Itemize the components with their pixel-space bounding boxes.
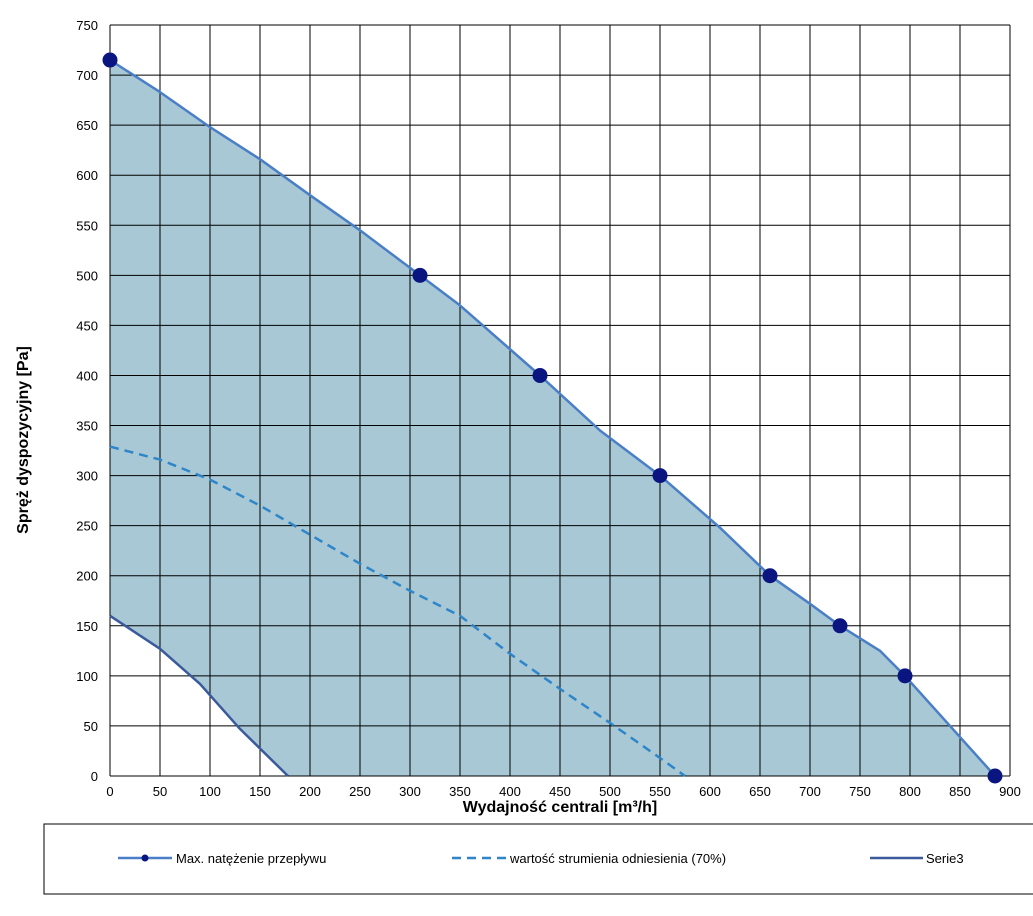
grid xyxy=(109,24,1011,777)
data-point-max-4 xyxy=(762,568,778,584)
y-tick-label-250: 250 xyxy=(76,519,98,534)
legend-label-serie3: Serie3 xyxy=(926,851,964,866)
legend-label-max: Max. natężenie przepływu xyxy=(176,851,326,866)
x-tick-label-500: 500 xyxy=(599,784,621,799)
y-tick-label-150: 150 xyxy=(76,619,98,634)
series-line-serie3 xyxy=(109,614,289,777)
series-layer xyxy=(109,58,996,778)
y-tick-label-400: 400 xyxy=(76,368,98,383)
envelope-area-layer xyxy=(110,60,995,776)
x-tick-label-900: 900 xyxy=(999,784,1021,799)
y-tick-label-350: 350 xyxy=(76,419,98,434)
y-tick-label-200: 200 xyxy=(76,569,98,584)
x-tick-label-400: 400 xyxy=(499,784,521,799)
marker-layer xyxy=(102,52,1003,784)
data-point-max-1 xyxy=(412,267,428,283)
envelope-area xyxy=(110,60,995,776)
x-tick-label-650: 650 xyxy=(749,784,771,799)
y-tick-label-750: 750 xyxy=(76,18,98,33)
x-tick-label-200: 200 xyxy=(299,784,321,799)
x-tick-label-450: 450 xyxy=(549,784,571,799)
data-point-max-7 xyxy=(987,768,1003,784)
x-tick-label-50: 50 xyxy=(153,784,167,799)
x-tick-label-750: 750 xyxy=(849,784,871,799)
x-tick-label-250: 250 xyxy=(349,784,371,799)
data-point-max-5 xyxy=(832,618,848,634)
y-tick-label-50: 50 xyxy=(84,719,98,734)
y-tick-label-450: 450 xyxy=(76,318,98,333)
data-point-max-3 xyxy=(652,468,668,484)
x-tick-label-0: 0 xyxy=(106,784,113,799)
series-line-max-flow xyxy=(109,58,996,777)
x-tick-label-700: 700 xyxy=(799,784,821,799)
legend-label-ref: wartość strumienia odniesienia (70%) xyxy=(509,851,726,866)
x-tick-label-150: 150 xyxy=(249,784,271,799)
y-tick-label-100: 100 xyxy=(76,669,98,684)
y-tick-label-500: 500 xyxy=(76,268,98,283)
y-axis-title: Spręż dyspozycyjny [Pa] xyxy=(15,346,32,534)
y-tick-label-650: 650 xyxy=(76,118,98,133)
x-tick-label-100: 100 xyxy=(199,784,221,799)
x-tick-label-550: 550 xyxy=(649,784,671,799)
data-point-max-2 xyxy=(532,367,548,383)
tick-labels: 0 50 100 150 200 250 300 350 400 450 500 550 600 650 7… xyxy=(76,18,1021,799)
y-tick-label-550: 550 xyxy=(76,218,98,233)
x-tick-label-300: 300 xyxy=(399,784,421,799)
x-tick-label-850: 850 xyxy=(949,784,971,799)
data-point-max-0 xyxy=(102,52,118,68)
y-tick-label-300: 300 xyxy=(76,469,98,484)
series-line-reference-70 xyxy=(109,445,686,778)
y-tick-label-600: 600 xyxy=(76,168,98,183)
y-tick-label-700: 700 xyxy=(76,68,98,83)
legend-box xyxy=(43,823,1033,895)
y-tick-label-0: 0 xyxy=(91,769,98,784)
x-axis-title: Wydajność centrali [m³/h] xyxy=(463,799,657,816)
x-tick-label-600: 600 xyxy=(699,784,721,799)
x-tick-label-350: 350 xyxy=(449,784,471,799)
legend-marker-max xyxy=(141,854,149,862)
legend: Max. natężenie przepływu wartość strumie… xyxy=(43,823,1033,895)
x-tick-label-800: 800 xyxy=(899,784,921,799)
data-point-max-6 xyxy=(897,668,913,684)
